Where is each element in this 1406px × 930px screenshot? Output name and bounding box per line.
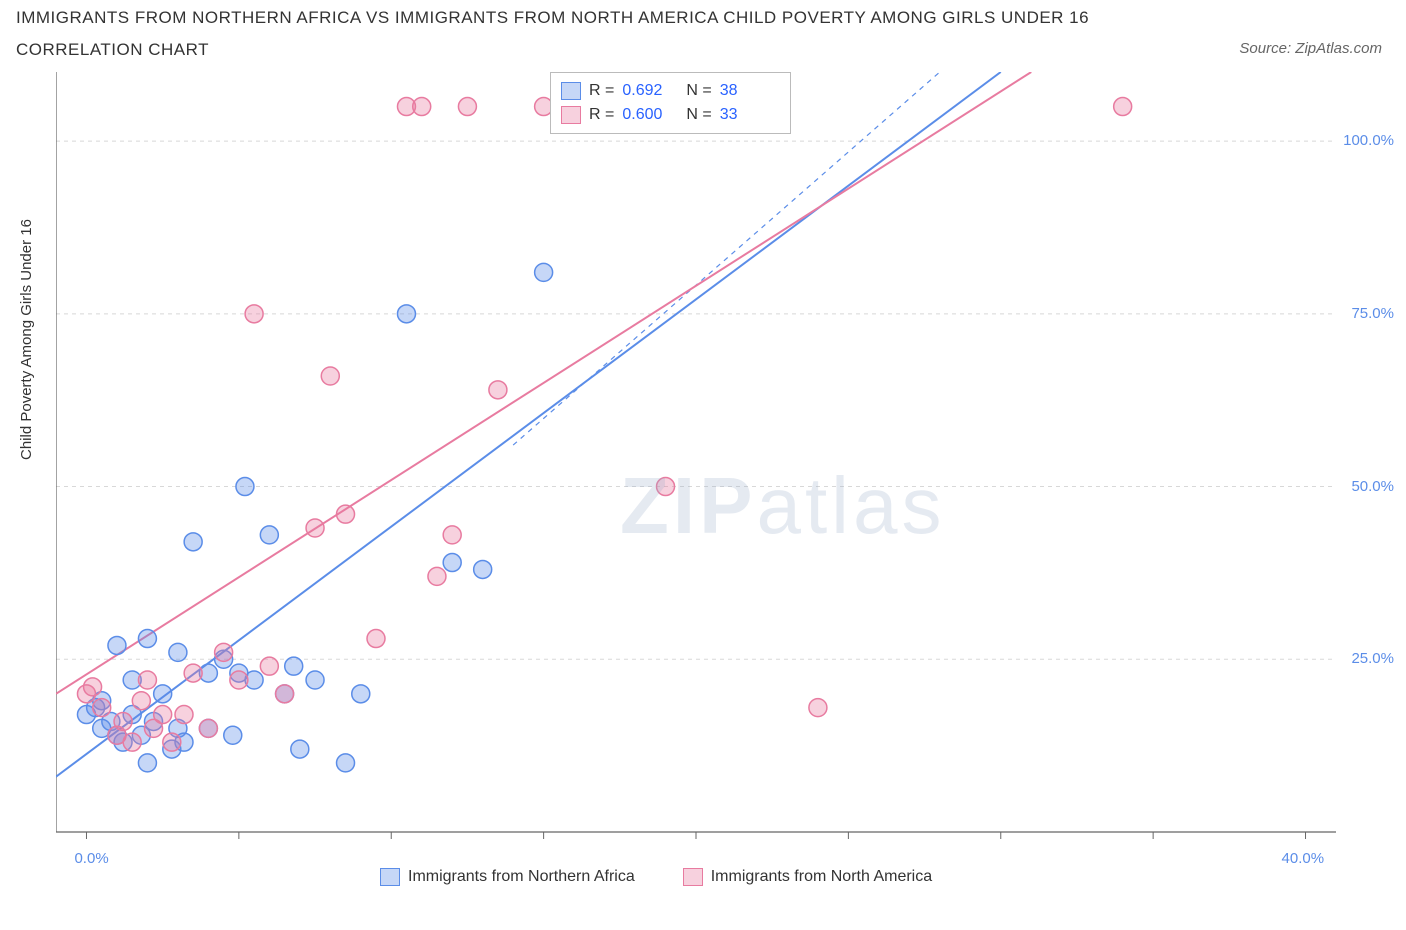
legend-N-value: 33: [720, 103, 776, 127]
y-tick-label: 100.0%: [1343, 132, 1394, 149]
y-tick-label: 75.0%: [1351, 305, 1394, 322]
legend-swatch: [561, 106, 581, 124]
stats-legend-box: R = 0.692 N = 38 R = 0.600 N = 33: [550, 72, 791, 134]
series-swatch: [380, 868, 400, 886]
legend-R-label: R =: [589, 79, 614, 103]
correlation-chart: [56, 72, 1386, 862]
chart-svg: [56, 72, 1386, 862]
legend-N-label: N =: [686, 103, 711, 127]
series-swatch: [683, 868, 703, 886]
legend-R-label: R =: [589, 103, 614, 127]
y-axis-label: Child Poverty Among Girls Under 16: [18, 219, 35, 460]
source-name: ZipAtlas.com: [1295, 40, 1382, 57]
y-tick-label: 25.0%: [1351, 650, 1394, 667]
chart-title-line1: IMMIGRANTS FROM NORTHERN AFRICA VS IMMIG…: [16, 8, 1089, 28]
x-tick-min: 0.0%: [74, 850, 108, 867]
legend-N-label: N =: [686, 79, 711, 103]
series-label: Immigrants from North America: [711, 868, 932, 886]
legend-swatch: [561, 82, 581, 100]
legend-row: R = 0.692 N = 38: [561, 79, 776, 103]
series-label: Immigrants from Northern Africa: [408, 868, 635, 886]
series-legend: Immigrants from Northern Africa Immigrant…: [380, 868, 932, 886]
source-prefix: Source:: [1239, 40, 1295, 57]
legend-R-value: 0.600: [622, 103, 678, 127]
legend-R-value: 0.692: [622, 79, 678, 103]
legend-row: R = 0.600 N = 33: [561, 103, 776, 127]
source-attribution: Source: ZipAtlas.com: [1239, 40, 1382, 57]
chart-title-line2: CORRELATION CHART: [16, 40, 209, 60]
x-tick-max: 40.0%: [1282, 850, 1325, 867]
legend-N-value: 38: [720, 79, 776, 103]
y-tick-label: 50.0%: [1351, 478, 1394, 495]
